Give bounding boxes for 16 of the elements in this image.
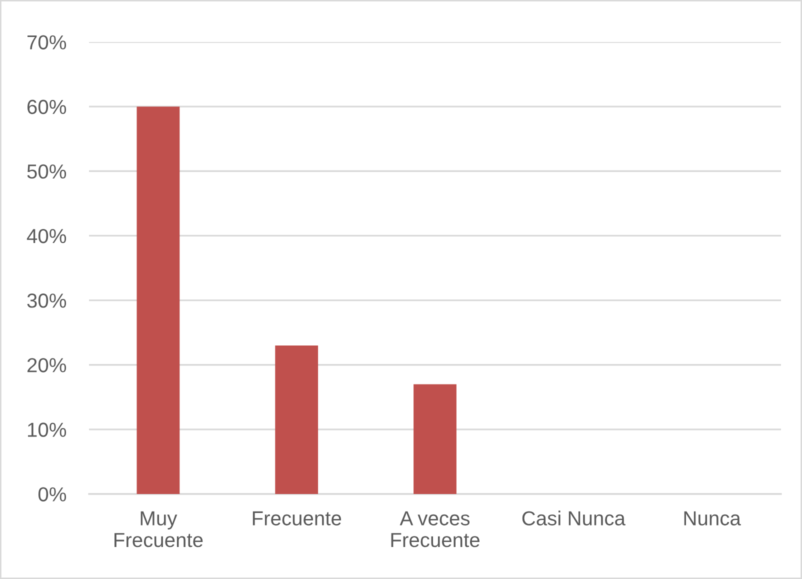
y-tick-label: 50% bbox=[27, 164, 66, 179]
x-tick-label: Muy Frecuente bbox=[114, 511, 203, 548]
y-tick-label: 70% bbox=[28, 35, 66, 50]
bar bbox=[136, 106, 180, 494]
x-tick-label: Frecuente bbox=[252, 511, 342, 526]
x-tick-label: A veces Frecuente bbox=[391, 511, 480, 548]
y-tick-label: 40% bbox=[26, 228, 66, 244]
y-tick-label: 30% bbox=[27, 294, 66, 308]
y-tick-label: 10% bbox=[28, 422, 66, 437]
y-tick-label: 60% bbox=[27, 100, 66, 114]
y-tick-label: 20% bbox=[27, 358, 66, 372]
x-tick-label: Nunca bbox=[684, 511, 741, 526]
x-tick-label: Casi Nunca bbox=[522, 510, 626, 526]
y-tick-label: 0% bbox=[38, 487, 66, 502]
bar bbox=[414, 384, 456, 494]
bar bbox=[275, 345, 318, 494]
